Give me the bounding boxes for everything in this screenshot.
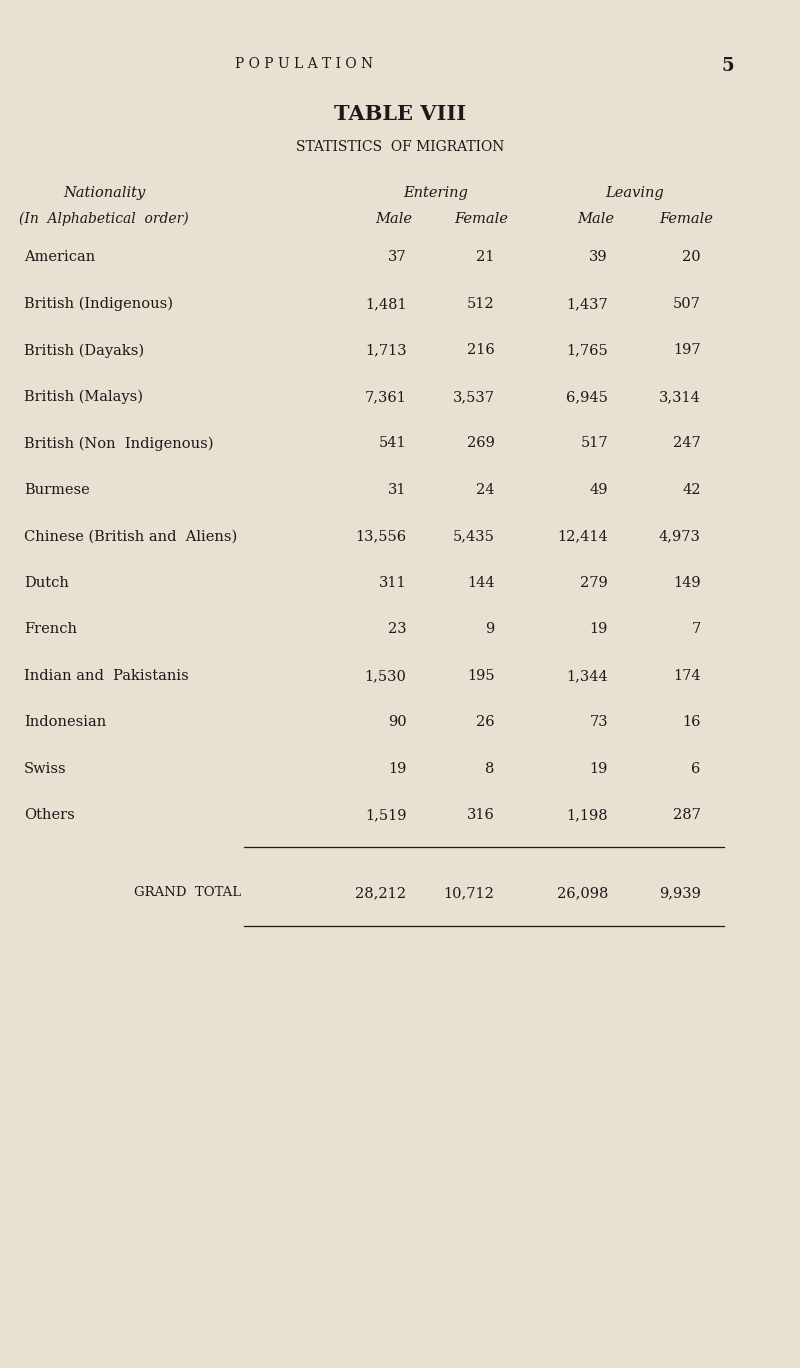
Text: 37: 37: [388, 250, 406, 264]
Text: 9,939: 9,939: [659, 886, 701, 900]
Text: 49: 49: [590, 483, 608, 497]
Text: 73: 73: [590, 715, 608, 729]
Text: 20: 20: [682, 250, 701, 264]
Text: 31: 31: [388, 483, 406, 497]
Text: 195: 195: [466, 669, 494, 683]
Text: 541: 541: [378, 436, 406, 450]
Text: 316: 316: [466, 808, 494, 822]
Text: TABLE VIII: TABLE VIII: [334, 104, 466, 124]
Text: 39: 39: [590, 250, 608, 264]
Text: British (Malays): British (Malays): [24, 390, 143, 405]
Text: British (Indigenous): British (Indigenous): [24, 297, 173, 312]
Text: 9: 9: [485, 622, 494, 636]
Text: 4,973: 4,973: [659, 529, 701, 543]
Text: 1,765: 1,765: [566, 343, 608, 357]
Text: Male: Male: [578, 212, 614, 226]
Text: 6: 6: [691, 762, 701, 776]
Text: Male: Male: [375, 212, 412, 226]
Text: Chinese (British and  Aliens): Chinese (British and Aliens): [24, 529, 238, 543]
Text: 6,945: 6,945: [566, 390, 608, 404]
Text: Dutch: Dutch: [24, 576, 69, 590]
Text: 1,530: 1,530: [365, 669, 406, 683]
Text: 247: 247: [673, 436, 701, 450]
Text: 26: 26: [476, 715, 494, 729]
Text: 287: 287: [673, 808, 701, 822]
Text: 19: 19: [590, 622, 608, 636]
Text: Others: Others: [24, 808, 74, 822]
Text: 8: 8: [485, 762, 494, 776]
Text: 216: 216: [466, 343, 494, 357]
Text: 42: 42: [682, 483, 701, 497]
Text: 144: 144: [466, 576, 494, 590]
Text: British (Non  Indigenous): British (Non Indigenous): [24, 436, 214, 451]
Text: 21: 21: [476, 250, 494, 264]
Text: 19: 19: [388, 762, 406, 776]
Text: 149: 149: [673, 576, 701, 590]
Text: French: French: [24, 622, 77, 636]
Text: 19: 19: [590, 762, 608, 776]
Text: 279: 279: [580, 576, 608, 590]
Text: 16: 16: [682, 715, 701, 729]
Text: 12,414: 12,414: [558, 529, 608, 543]
Text: 512: 512: [466, 297, 494, 311]
Text: 174: 174: [673, 669, 701, 683]
Text: 90: 90: [388, 715, 406, 729]
Text: 1,437: 1,437: [566, 297, 608, 311]
Text: 1,344: 1,344: [566, 669, 608, 683]
Text: British (Dayaks): British (Dayaks): [24, 343, 144, 358]
Text: Burmese: Burmese: [24, 483, 90, 497]
Text: 10,712: 10,712: [443, 886, 494, 900]
Text: 517: 517: [580, 436, 608, 450]
Text: Nationality: Nationality: [63, 186, 145, 200]
Text: 3,537: 3,537: [453, 390, 494, 404]
Text: Female: Female: [454, 212, 509, 226]
Text: American: American: [24, 250, 95, 264]
Text: 28,212: 28,212: [355, 886, 406, 900]
Text: (In  Alphabetical  order): (In Alphabetical order): [19, 212, 189, 227]
Text: 3,314: 3,314: [659, 390, 701, 404]
Text: 1,198: 1,198: [566, 808, 608, 822]
Text: Swiss: Swiss: [24, 762, 66, 776]
Text: Female: Female: [659, 212, 714, 226]
Text: 7,361: 7,361: [365, 390, 406, 404]
Text: Indonesian: Indonesian: [24, 715, 106, 729]
Text: 13,556: 13,556: [355, 529, 406, 543]
Text: 23: 23: [388, 622, 406, 636]
Text: 7: 7: [691, 622, 701, 636]
Text: 26,098: 26,098: [557, 886, 608, 900]
Text: STATISTICS  OF MIGRATION: STATISTICS OF MIGRATION: [296, 140, 504, 153]
Text: Leaving: Leaving: [605, 186, 664, 200]
Text: 1,481: 1,481: [365, 297, 406, 311]
Text: GRAND  TOTAL: GRAND TOTAL: [134, 886, 242, 900]
Text: Entering: Entering: [403, 186, 469, 200]
Text: 24: 24: [476, 483, 494, 497]
Text: 269: 269: [466, 436, 494, 450]
Text: 197: 197: [673, 343, 701, 357]
Text: Indian and  Pakistanis: Indian and Pakistanis: [24, 669, 189, 683]
Text: 5: 5: [722, 57, 734, 75]
Text: 507: 507: [673, 297, 701, 311]
Text: 311: 311: [378, 576, 406, 590]
Text: 5,435: 5,435: [453, 529, 494, 543]
Text: 1,519: 1,519: [365, 808, 406, 822]
Text: 1,713: 1,713: [365, 343, 406, 357]
Text: P O P U L A T I O N: P O P U L A T I O N: [235, 57, 373, 71]
